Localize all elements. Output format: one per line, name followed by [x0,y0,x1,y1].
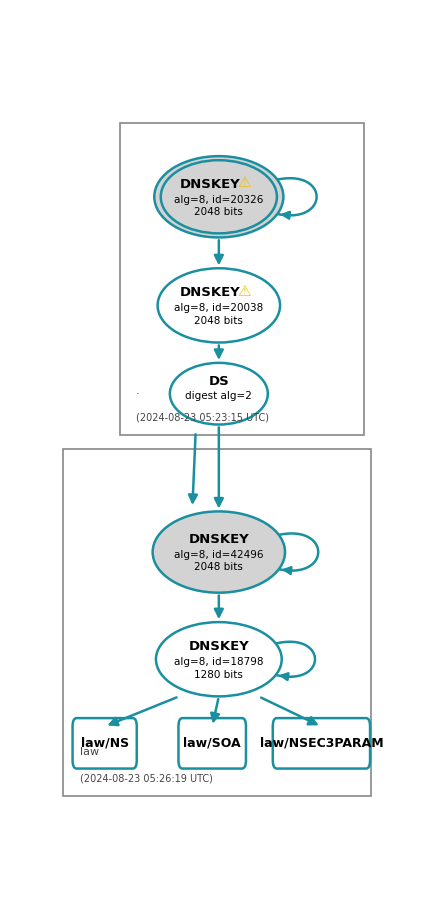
Text: 1280 bits: 1280 bits [194,670,243,680]
Text: 2048 bits: 2048 bits [194,316,243,326]
FancyBboxPatch shape [272,718,369,769]
Text: (2024-08-23 05:23:15 UTC): (2024-08-23 05:23:15 UTC) [136,412,268,422]
Ellipse shape [157,268,279,342]
FancyBboxPatch shape [178,718,245,769]
Text: alg=8, id=18798: alg=8, id=18798 [174,657,263,667]
Ellipse shape [153,511,285,592]
Ellipse shape [155,622,281,696]
Text: DS: DS [208,375,229,388]
Text: DNSKEY: DNSKEY [180,287,240,299]
Text: (2024-08-23 05:26:19 UTC): (2024-08-23 05:26:19 UTC) [80,774,212,784]
Text: .: . [136,387,139,397]
Text: 2048 bits: 2048 bits [194,207,243,217]
Text: law/SOA: law/SOA [183,737,240,750]
Text: DNSKEY: DNSKEY [188,640,249,653]
Text: alg=8, id=20038: alg=8, id=20038 [174,303,263,313]
Text: alg=8, id=42496: alg=8, id=42496 [174,550,263,560]
Text: DNSKEY: DNSKEY [188,533,249,546]
FancyBboxPatch shape [72,718,136,769]
Text: ⚠: ⚠ [237,284,250,298]
FancyBboxPatch shape [119,123,364,435]
Text: alg=8, id=20326: alg=8, id=20326 [174,195,263,205]
Text: ⚠: ⚠ [237,176,250,190]
Text: law/NS: law/NS [81,737,128,750]
Text: DNSKEY: DNSKEY [180,177,240,191]
Text: 2048 bits: 2048 bits [194,562,243,572]
Text: digest alg=2: digest alg=2 [185,391,252,401]
Text: law/NSEC3PARAM: law/NSEC3PARAM [259,737,383,750]
Ellipse shape [154,157,283,238]
Ellipse shape [170,363,267,424]
Text: law: law [80,747,99,757]
FancyBboxPatch shape [63,449,370,796]
